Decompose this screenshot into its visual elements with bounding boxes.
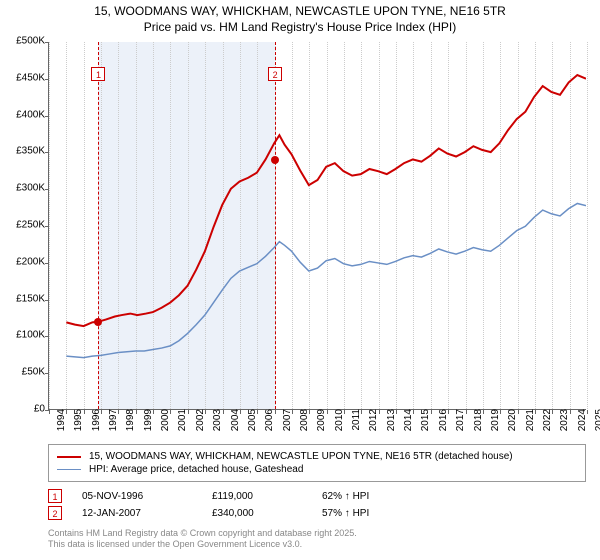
- x-axis-tick-label: 2021: [521, 409, 536, 431]
- title-block: 15, WOODMANS WAY, WHICKHAM, NEWCASTLE UP…: [0, 0, 600, 36]
- legend-box: 15, WOODMANS WAY, WHICKHAM, NEWCASTLE UP…: [48, 444, 586, 482]
- footer-line2: This data is licensed under the Open Gov…: [48, 539, 586, 550]
- x-axis-tick-label: 2022: [538, 409, 553, 431]
- x-axis-tick-label: 2011: [347, 409, 362, 431]
- legend-row-hpi: HPI: Average price, detached house, Gate…: [57, 464, 577, 475]
- title-address: 15, WOODMANS WAY, WHICKHAM, NEWCASTLE UP…: [10, 4, 590, 18]
- footer-line1: Contains HM Land Registry data © Crown c…: [48, 528, 586, 539]
- chart-lines-svg: [49, 42, 586, 409]
- x-axis-tick-label: 1998: [121, 409, 136, 431]
- x-axis-tick-label: 2013: [382, 409, 397, 431]
- x-axis-tick-label: 2012: [364, 409, 379, 431]
- table-pct: 62% ↑ HPI: [322, 491, 432, 502]
- x-axis-tick-label: 2015: [416, 409, 431, 431]
- legend-row-property: 15, WOODMANS WAY, WHICKHAM, NEWCASTLE UP…: [57, 451, 577, 462]
- x-axis-tick-label: 2020: [503, 409, 518, 431]
- x-axis-tick-label: 2007: [278, 409, 293, 431]
- x-axis-tick-label: 2010: [330, 409, 345, 431]
- x-axis-tick-label: 2023: [555, 409, 570, 431]
- x-axis-tick-label: 2024: [573, 409, 588, 431]
- chart-container: 15, WOODMANS WAY, WHICKHAM, NEWCASTLE UP…: [0, 0, 600, 560]
- table-row: 1 05-NOV-1996 £119,000 62% ↑ HPI: [48, 489, 586, 503]
- x-axis-tick-label: 2009: [312, 409, 327, 431]
- table-marker-icon: 2: [48, 506, 62, 520]
- y-axis-tick-label: £500K: [16, 36, 49, 47]
- x-axis-tick-label: 2019: [486, 409, 501, 431]
- legend-swatch-hpi: [57, 469, 81, 471]
- x-axis-tick-label: 2008: [295, 409, 310, 431]
- x-axis-tick-label: 1995: [69, 409, 84, 431]
- table-price: £119,000: [212, 491, 302, 502]
- x-axis-tick-label: 2006: [260, 409, 275, 431]
- x-axis-tick-label: 2014: [399, 409, 414, 431]
- legend-swatch-property: [57, 456, 81, 458]
- title-subtitle: Price paid vs. HM Land Registry's House …: [10, 20, 590, 34]
- x-axis-tick-label: 2016: [434, 409, 449, 431]
- table-pct: 57% ↑ HPI: [322, 508, 432, 519]
- x-axis-tick-label: 2005: [243, 409, 258, 431]
- legend-label-property: 15, WOODMANS WAY, WHICKHAM, NEWCASTLE UP…: [89, 451, 513, 462]
- x-axis-tick-label: 2000: [156, 409, 171, 431]
- series-line-property: [66, 75, 586, 326]
- table-date: 05-NOV-1996: [82, 491, 192, 502]
- x-axis-tick-label: 2001: [173, 409, 188, 431]
- table-marker-icon: 1: [48, 489, 62, 503]
- marker-badge: 2: [268, 67, 282, 81]
- x-axis-tick-label: 2018: [469, 409, 484, 431]
- x-axis-tick-label: 2003: [208, 409, 223, 431]
- footer-attribution: Contains HM Land Registry data © Crown c…: [48, 528, 586, 550]
- x-axis-tick-label: 2002: [191, 409, 206, 431]
- marker-dot: [271, 156, 279, 164]
- marker-badge: 1: [91, 67, 105, 81]
- x-axis-tick-label: 2017: [451, 409, 466, 431]
- x-axis-tick-label: 1996: [87, 409, 102, 431]
- series-line-hpi: [66, 203, 586, 357]
- table-date: 12-JAN-2007: [82, 508, 192, 519]
- x-axis-tick-label: 2025: [590, 409, 600, 431]
- chart-plot-area: £0£50K£100K£150K£200K£250K£300K£350K£400…: [48, 42, 586, 410]
- table-row: 2 12-JAN-2007 £340,000 57% ↑ HPI: [48, 506, 586, 520]
- legend-label-hpi: HPI: Average price, detached house, Gate…: [89, 464, 303, 475]
- x-axis-tick-label: 1997: [104, 409, 119, 431]
- x-axis-tick-label: 1999: [139, 409, 154, 431]
- x-axis-tick-label: 2004: [226, 409, 241, 431]
- y-axis-tick-label: £0: [34, 404, 49, 415]
- transactions-table: 1 05-NOV-1996 £119,000 62% ↑ HPI 2 12-JA…: [48, 486, 586, 523]
- y-axis-tick-label: £250K: [16, 220, 49, 231]
- x-axis-tick-label: 1994: [52, 409, 67, 431]
- table-price: £340,000: [212, 508, 302, 519]
